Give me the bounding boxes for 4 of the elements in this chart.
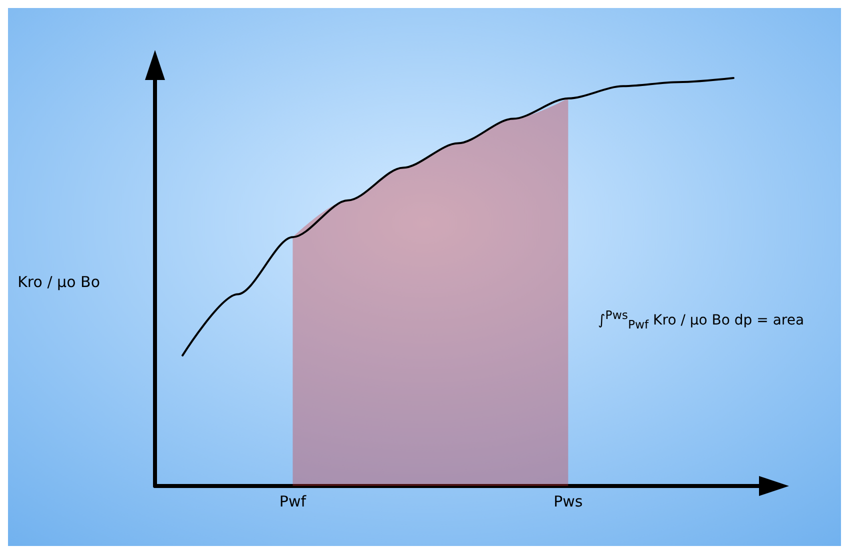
annotation: ∫$^{Pws}$$_{Pwf}$ Kro / μo Bo dp = area	[598, 308, 804, 332]
y-axis-title: Kro / μo Bo	[18, 273, 100, 291]
x-tick-label: Pwf	[279, 492, 307, 510]
x-tick-label: Pws	[554, 492, 583, 510]
